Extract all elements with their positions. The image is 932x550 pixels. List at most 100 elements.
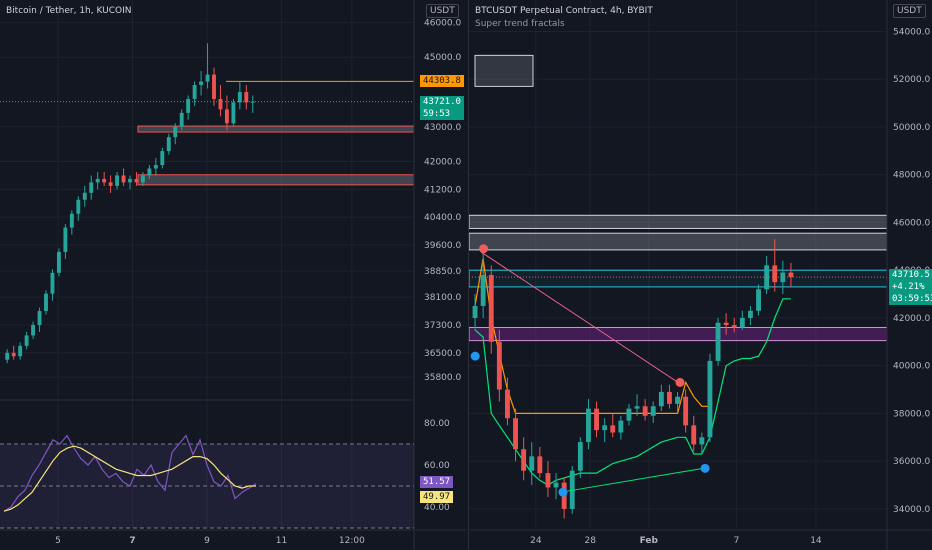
right-countdown: 03:59:53 [892, 294, 932, 305]
left-candle-body [76, 199, 81, 214]
left-candle-body [147, 168, 152, 176]
supertrend-orange-line [474, 258, 710, 414]
left-current-price: 43721.0 [423, 96, 461, 107]
left-candle-body [121, 175, 126, 183]
left-time-tick: 7 [129, 536, 135, 546]
left-supply-zone [137, 174, 415, 186]
right-time-tick: 24 [530, 536, 542, 546]
supertrend-green-line [474, 298, 791, 486]
right-candle-body [577, 442, 583, 471]
left-time-tick: 12:00 [339, 536, 365, 546]
left-candle-body [5, 352, 10, 360]
left-resistance-price-tag: 44303.8 [420, 75, 464, 88]
left-candle-body [199, 81, 204, 86]
left-candle-body [179, 112, 184, 127]
right-price-tick: 34000.0 [893, 505, 930, 515]
right-candle-body [699, 437, 705, 445]
right-range-box [474, 54, 534, 87]
right-time-tick: Feb [640, 536, 659, 546]
right-candle-body [472, 306, 478, 318]
left-time-tick: 5 [55, 536, 61, 546]
right-zone [469, 269, 888, 288]
right-time-tick: 7 [734, 536, 740, 546]
left-price-tick: 36500.0 [424, 349, 461, 359]
left-candle-body [166, 137, 171, 152]
left-candle-body [192, 85, 197, 99]
rsi-ma-value-tag: 49.97 [420, 491, 454, 504]
left-chart-title: Bitcoin / Tether, 1h, KUCOIN [6, 6, 132, 16]
right-price-tick: 50000.0 [893, 123, 930, 133]
rsi-ma-line [3, 445, 256, 512]
right-candle-body [513, 418, 518, 450]
right-candle-body [618, 420, 624, 433]
left-time-tick: 11 [276, 536, 287, 546]
right-price-tick: 52000.0 [893, 75, 930, 85]
left-candle-body [18, 345, 23, 357]
fractal-dot-blue [700, 463, 710, 473]
right-price-tick: 36000.0 [893, 457, 930, 467]
right-candle-body [505, 389, 510, 419]
left-candle-body [69, 213, 74, 228]
left-candle-body [173, 126, 178, 138]
fractal-line-green [560, 467, 704, 493]
right-time-tick: 14 [810, 536, 822, 546]
left-candle-body [231, 102, 236, 124]
right-price-tick: 46000.0 [893, 218, 930, 228]
right-candle-body [683, 396, 689, 426]
right-chart-pane[interactable]: 54000.052000.050000.048000.046000.044000… [468, 0, 932, 550]
right-time-tick: 28 [584, 536, 596, 546]
right-candle-body [650, 406, 656, 416]
left-candle-body [102, 178, 107, 183]
right-price-tick: 48000.0 [893, 171, 930, 181]
right-chart-canvas[interactable]: 54000.052000.050000.048000.046000.044000… [469, 0, 932, 550]
right-candle-body [739, 317, 745, 328]
left-candle-body [108, 182, 113, 186]
left-candle-body [212, 74, 216, 99]
right-candle-body [553, 482, 559, 488]
rsi-tick: 60.00 [424, 461, 450, 471]
right-candle-body [715, 322, 721, 361]
left-candle-body [115, 175, 120, 186]
fractal-dot-blue [558, 487, 568, 497]
left-price-tick: 41200.0 [424, 185, 461, 195]
rsi-line [3, 434, 257, 512]
right-chart-title: BTCUSDT Perpetual Contract, 4h, BYBIT [475, 6, 653, 16]
right-candle-body [521, 449, 527, 471]
right-candle-body [594, 408, 599, 431]
left-candle-body [95, 178, 100, 183]
left-candle-body [82, 192, 87, 200]
left-price-tick: 46000.0 [424, 18, 461, 28]
left-candle-body [128, 178, 132, 183]
right-currency-button[interactable]: USDT [893, 4, 926, 18]
left-price-tick: 45000.0 [424, 53, 461, 63]
right-candle-body [707, 360, 713, 438]
left-candle-body [244, 91, 249, 103]
left-candle-body [237, 91, 242, 103]
right-candle-body [675, 396, 680, 404]
right-candle-body [537, 456, 543, 474]
right-candle-body [602, 425, 608, 431]
left-candle-body [218, 98, 223, 110]
left-chart-canvas[interactable]: 46000.0 45000.0 43000.0 42000.0 41200.0 40400… [0, 0, 466, 550]
right-price-tick: 42000.0 [893, 314, 930, 324]
right-candle-body [748, 310, 753, 318]
right-candle-body [610, 425, 616, 433]
left-candle-body [224, 109, 229, 124]
right-price-tick: 40000.0 [893, 362, 930, 372]
right-candle-body [496, 341, 502, 390]
right-zone [469, 232, 888, 251]
left-candle-body [63, 227, 68, 252]
right-candle-body [545, 473, 551, 488]
left-supply-zone [137, 125, 415, 133]
right-zone [469, 326, 888, 342]
left-candle-body [50, 272, 55, 294]
right-candle-body [756, 289, 761, 311]
left-time-tick: 9 [204, 536, 210, 546]
left-chart-pane[interactable]: 46000.0 45000.0 43000.0 42000.0 41200.0 40400… [0, 0, 466, 550]
right-indicator-name: Super trend fractals [475, 19, 565, 29]
left-candle-body [89, 182, 94, 193]
left-candle-body [37, 311, 42, 325]
left-currency-button[interactable]: USDT [426, 4, 459, 18]
fractal-dot-blue [470, 351, 480, 361]
right-candle-body [780, 272, 786, 283]
